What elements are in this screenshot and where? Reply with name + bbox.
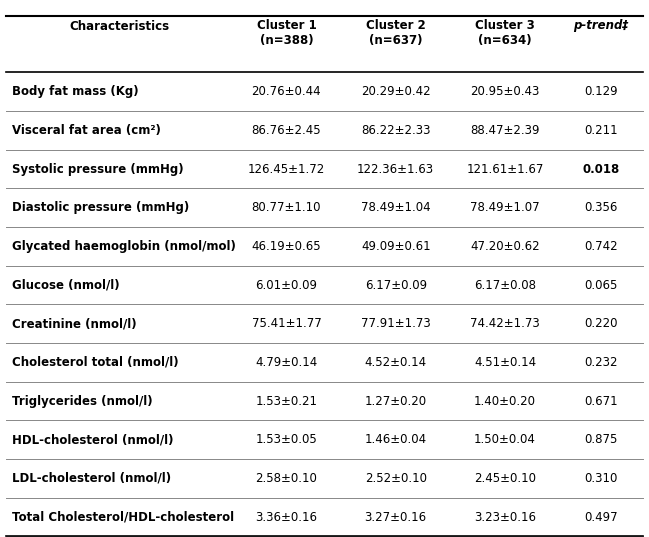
Text: 2.58±0.10: 2.58±0.10: [256, 472, 317, 485]
Text: p-trend‡: p-trend‡: [574, 19, 629, 32]
Text: 121.61±1.67: 121.61±1.67: [467, 163, 544, 176]
Text: 1.27±0.20: 1.27±0.20: [365, 395, 427, 408]
Text: 86.76±2.45: 86.76±2.45: [252, 124, 321, 137]
Text: Diastolic pressure (mmHg): Diastolic pressure (mmHg): [12, 201, 189, 214]
Text: Cluster 1
(n=388): Cluster 1 (n=388): [256, 19, 316, 47]
Text: HDL-cholesterol (nmol/l): HDL-cholesterol (nmol/l): [12, 433, 173, 446]
Text: 88.47±2.39: 88.47±2.39: [471, 124, 540, 137]
Text: 2.45±0.10: 2.45±0.10: [474, 472, 536, 485]
Text: 0.875: 0.875: [584, 433, 618, 446]
Text: 0.742: 0.742: [584, 240, 618, 253]
Text: LDL-cholesterol (nmol/l): LDL-cholesterol (nmol/l): [12, 472, 171, 485]
Text: 1.40±0.20: 1.40±0.20: [474, 395, 536, 408]
Text: Body fat mass (Kg): Body fat mass (Kg): [12, 85, 138, 98]
Text: 75.41±1.77: 75.41±1.77: [252, 317, 321, 330]
Text: 6.17±0.09: 6.17±0.09: [365, 279, 427, 292]
Text: Characteristics: Characteristics: [69, 20, 169, 33]
Text: 3.27±0.16: 3.27±0.16: [365, 511, 427, 524]
Text: 3.23±0.16: 3.23±0.16: [474, 511, 536, 524]
Text: 4.52±0.14: 4.52±0.14: [365, 356, 427, 369]
Text: 0.220: 0.220: [584, 317, 618, 330]
Text: Systolic pressure (mmHg): Systolic pressure (mmHg): [12, 163, 183, 176]
Text: 20.95±0.43: 20.95±0.43: [471, 85, 540, 98]
Text: 126.45±1.72: 126.45±1.72: [248, 163, 325, 176]
Text: 6.17±0.08: 6.17±0.08: [474, 279, 536, 292]
Text: 0.211: 0.211: [584, 124, 618, 137]
Text: 86.22±2.33: 86.22±2.33: [361, 124, 430, 137]
Text: 0.129: 0.129: [584, 85, 618, 98]
Text: 78.49±1.04: 78.49±1.04: [361, 201, 430, 214]
Text: Creatinine (nmol/l): Creatinine (nmol/l): [12, 317, 136, 330]
Text: 0.065: 0.065: [584, 279, 618, 292]
Text: 0.018: 0.018: [582, 163, 620, 176]
Text: Total Cholesterol/HDL-cholesterol: Total Cholesterol/HDL-cholesterol: [12, 511, 234, 524]
Text: 1.50±0.04: 1.50±0.04: [474, 433, 536, 446]
Text: 49.09±0.61: 49.09±0.61: [361, 240, 430, 253]
Text: 3.36±0.16: 3.36±0.16: [256, 511, 317, 524]
Text: 1.53±0.21: 1.53±0.21: [256, 395, 317, 408]
Text: 20.29±0.42: 20.29±0.42: [361, 85, 430, 98]
Text: 78.49±1.07: 78.49±1.07: [471, 201, 540, 214]
Text: Cholesterol total (nmol/l): Cholesterol total (nmol/l): [12, 356, 178, 369]
Text: 0.356: 0.356: [584, 201, 618, 214]
Text: Triglycerides (nmol/l): Triglycerides (nmol/l): [12, 395, 153, 408]
Text: Glycated haemoglobin (nmol/mol): Glycated haemoglobin (nmol/mol): [12, 240, 236, 253]
Text: Visceral fat area (cm²): Visceral fat area (cm²): [12, 124, 160, 137]
Text: 2.52±0.10: 2.52±0.10: [365, 472, 427, 485]
Text: 1.53±0.05: 1.53±0.05: [256, 433, 317, 446]
Text: 0.671: 0.671: [584, 395, 618, 408]
Text: 4.79±0.14: 4.79±0.14: [255, 356, 317, 369]
Text: Cluster 2
(n=637): Cluster 2 (n=637): [366, 19, 426, 47]
Text: 6.01±0.09: 6.01±0.09: [256, 279, 317, 292]
Text: 74.42±1.73: 74.42±1.73: [470, 317, 540, 330]
Text: 122.36±1.63: 122.36±1.63: [357, 163, 434, 176]
Text: 1.46±0.04: 1.46±0.04: [365, 433, 427, 446]
Text: 0.232: 0.232: [584, 356, 618, 369]
Text: 80.77±1.10: 80.77±1.10: [252, 201, 321, 214]
Text: 77.91±1.73: 77.91±1.73: [361, 317, 430, 330]
Text: Cluster 3
(n=634): Cluster 3 (n=634): [475, 19, 535, 47]
Text: 0.310: 0.310: [584, 472, 618, 485]
Text: 47.20±0.62: 47.20±0.62: [471, 240, 540, 253]
Text: 46.19±0.65: 46.19±0.65: [252, 240, 321, 253]
Text: 20.76±0.44: 20.76±0.44: [252, 85, 321, 98]
Text: 0.497: 0.497: [584, 511, 618, 524]
Text: 4.51±0.14: 4.51±0.14: [474, 356, 536, 369]
Text: Glucose (nmol/l): Glucose (nmol/l): [12, 279, 119, 292]
